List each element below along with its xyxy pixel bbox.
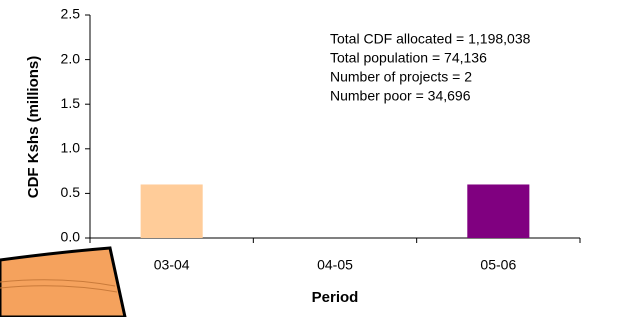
decoration [0, 248, 125, 317]
y-tick-label: 2.0 [61, 50, 81, 66]
y-tick-label: 0.5 [61, 184, 81, 200]
x-tick-label: 03-04 [154, 257, 190, 273]
x-tick-label: 05-06 [480, 257, 516, 273]
chart: CDF Kshs (millions) Period Total CDF all… [0, 0, 624, 317]
x-axis-title: Period [312, 289, 359, 306]
y-tick-label: 0.0 [61, 229, 81, 245]
annotation: Total CDF allocated = 1,198,038 [330, 31, 531, 47]
x-tick-label: 04-05 [317, 257, 353, 273]
bar [467, 184, 529, 238]
y-axis-title: CDF Kshs (millions) [25, 56, 42, 199]
y-tick-label: 1.0 [61, 140, 81, 156]
annotation: Total population = 74,136 [330, 50, 487, 66]
annotation: Number of projects = 2 [330, 69, 472, 85]
page: {"chart_data": {"type": "bar", "categori… [0, 0, 624, 317]
bar [141, 184, 203, 238]
annotation: Number poor = 34,696 [330, 88, 471, 104]
y-tick-label: 1.5 [61, 95, 81, 111]
y-tick-label: 2.5 [61, 6, 81, 22]
